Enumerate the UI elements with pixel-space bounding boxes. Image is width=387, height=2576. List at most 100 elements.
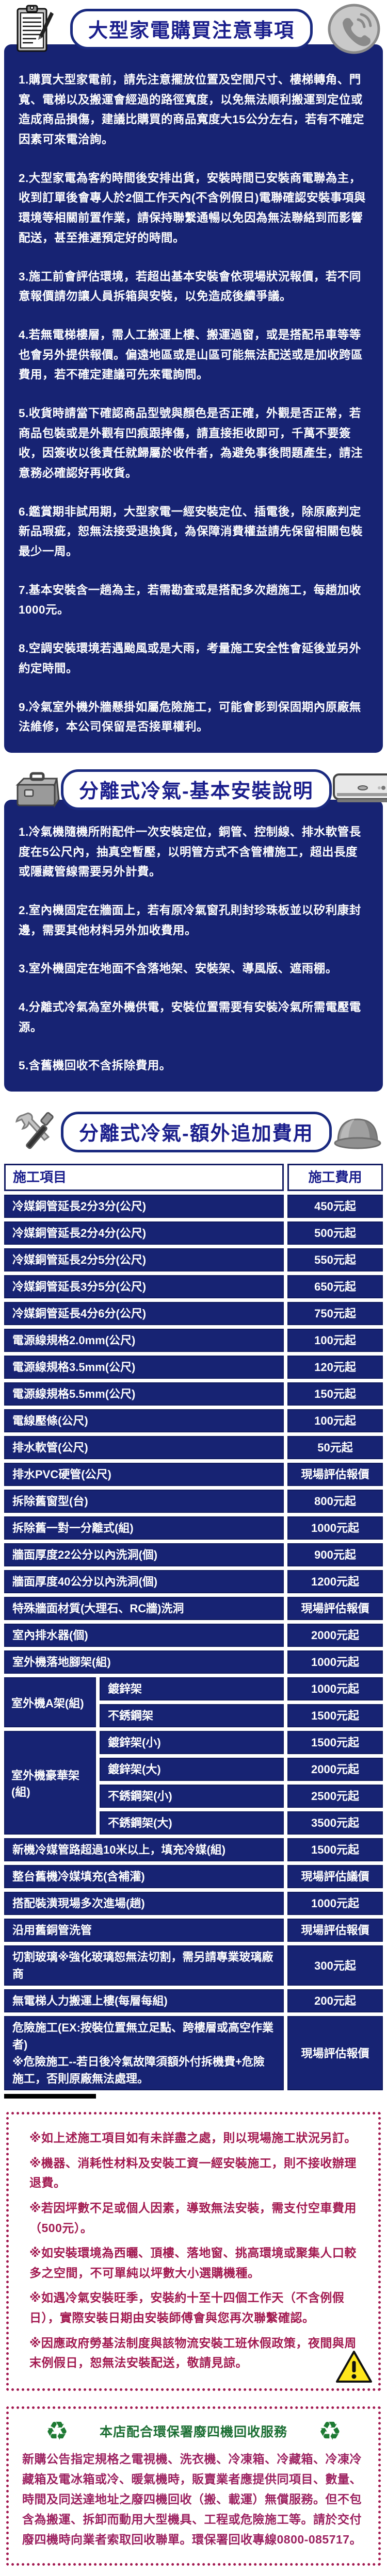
list-item: 5.含舊機回收不含拆除費用。 (19, 1059, 171, 1072)
fee-table-header: 施工項目 施工費用 (4, 1164, 383, 1192)
fee-value-cell: 750元起 (287, 1302, 383, 1326)
fee-value-cell: 現場評估報價 (287, 1597, 383, 1621)
fee-value-cell: 1000元起 (287, 1650, 383, 1674)
fee-item-cell: 電線壓條(公尺) (4, 1409, 284, 1433)
fee-item-cell: 電源線規格2.0mm(公尺) (4, 1329, 284, 1352)
recycle-icon: ♻ (45, 2416, 69, 2446)
fee-item-cell: 室內排水器(個) (4, 1624, 284, 1647)
section2-title-pill: 分離式冷氣-基本安裝說明 (61, 769, 332, 810)
fee-subrow: 鍍鋅架 1000元起 (100, 1677, 383, 1701)
section3-title-pill: 分離式冷氣-額外追加費用 (61, 1111, 332, 1152)
fee-subrow: 不銹鋼架(大) 3500元起 (100, 1811, 383, 1835)
fee-row: 危險施工(EX:按裝位置無立足點、跨樓層或高空作業者) ※危險施工--若日後冷氣… (4, 2016, 383, 2091)
list-item: 8.空調安裝環境若遇颱風或是大雨，考量施工安全性會延後並另外約定時間。 (19, 642, 361, 675)
fee-group-subrows: 鍍鋅架 1000元起 不銹鋼架 1500元起 (100, 1677, 383, 1728)
fee-value-cell: 1500元起 (287, 1838, 383, 1862)
fee-row-group: 室外機豪華架(組) 鍍鋅架(小) 1500元起 鍍鋅架(大) 2000元起 不銹鋼架(小)… (4, 1731, 383, 1835)
fee-item-cell: 冷媒銅管延長3分5分(公尺) (4, 1275, 284, 1299)
fee-value-cell: 100元起 (287, 1409, 383, 1433)
fee-value-cell: 300元起 (287, 1945, 383, 1986)
fee-value-cell: 50元起 (287, 1436, 383, 1460)
fee-row: 電源線規格3.5mm(公尺) 120元起 (4, 1356, 383, 1379)
fee-item-cell: 鍍鋅架 (100, 1677, 284, 1701)
fee-value-cell: 現場評估報價 (287, 1463, 383, 1487)
fee-value-cell: 1000元起 (287, 1892, 383, 1916)
section2-title: 分離式冷氣-基本安裝說明 (79, 780, 314, 802)
list-item: 1.購買大型家電前，請先注意擺放位置及空間尺寸、樓梯轉角、門寬、電梯以及搬運會經… (19, 73, 365, 146)
fee-row: 切割玻璃※強化玻璃恕無法切割，需另請專業玻璃廠商 300元起 (4, 1945, 383, 1986)
fee-value-cell: 120元起 (287, 1356, 383, 1379)
fee-value-cell: 現場評估報價 (287, 1919, 383, 1942)
list-item: 4.分離式冷氣為室外機供電，安裝位置需要有安裝冷氣所需電壓電源。 (19, 1001, 361, 1034)
fee-item-cell: 不銹鋼架(大) (100, 1811, 284, 1835)
list-item: 2.室內機固定在牆面上，若有原冷氣窗孔則封珍珠板並以矽利康封邊，需要其他材料另外… (19, 903, 361, 937)
fee-row: 冷媒銅管延長4分6分(公尺) 750元起 (4, 1302, 383, 1326)
fee-item-cell: 電源線規格3.5mm(公尺) (4, 1356, 284, 1379)
list-item: 1.冷氣機隨機所附配件一次安裝定位，銅管、控制線、排水軟管長度在5公尺內，抽真空… (19, 825, 361, 879)
list-item: 4.若無電梯樓層，需人工搬運上樓、搬運過窗，或是搭配吊車等等也會另外提供報價。偏… (19, 328, 363, 382)
fee-row: 拆除舊一對一分離式(組) 1000元起 (4, 1516, 383, 1540)
fee-row: 新機冷媒管路超過10米以上，填充冷媒(組) 1500元起 (4, 1838, 383, 1862)
fee-group-label: 室外機豪華架(組) (4, 1731, 96, 1835)
fee-row: 整台舊機冷媒填充(含補灌) 現場評估議價 (4, 1865, 383, 1889)
fee-value-cell: 2000元起 (287, 1758, 383, 1781)
notes-items: ※如上述施工項目如有未詳盡之處，則以現場施工狀況另訂。 ※機器、消耗性材料及安裝工… (29, 2128, 361, 2373)
list-item: 3.施工前會評估環境，若超出基本安裝會依現場狀況報價，若不同意報價請勿讓人員拆箱… (19, 270, 361, 303)
fee-row: 搭配裝潢現場多次進場(趟) 1000元起 (4, 1892, 383, 1916)
fee-value-cell: 650元起 (287, 1275, 383, 1299)
fee-value-cell: 550元起 (287, 1248, 383, 1272)
fee-value-cell: 900元起 (287, 1543, 383, 1567)
toolbox-icon (13, 769, 61, 810)
fee-group-subrows: 鍍鋅架(小) 1500元起 鍍鋅架(大) 2000元起 不銹鋼架(小) 2500元起 不銹鋼… (100, 1731, 383, 1835)
list-item: ※若因坪數不足或個人因素，導致無法安裝，需支付空車費用（500元）。 (29, 2201, 357, 2235)
fee-row: 冷媒銅管延長2分4分(公尺) 500元起 (4, 1221, 383, 1245)
fee-value-cell: 100元起 (287, 1329, 383, 1352)
fee-row: 電源線規格2.0mm(公尺) 100元起 (4, 1329, 383, 1352)
section1-title-pill: 大型家電購買注意事項 (70, 8, 313, 49)
fee-table-col-fee: 施工費用 (287, 1164, 383, 1192)
recycle-icon: ♻ (318, 2416, 342, 2446)
fee-value-cell: 2000元起 (287, 1624, 383, 1647)
fee-table: 施工項目 施工費用 冷媒銅管延長2分3分(公尺) 450元起 冷媒銅管延長2分4分(… (4, 1164, 383, 2091)
fee-item-cell: 拆除舊窗型(台) (4, 1490, 284, 1513)
section1-body: 1.購買大型家電前，請先注意擺放位置及空間尺寸、樓梯轉角、門寬、電梯以及搬運會經… (4, 44, 383, 753)
fee-item-cell: 室外機落地腳架(組) (4, 1650, 284, 1674)
safety-helmet-icon (332, 1110, 383, 1153)
fee-item-cell: 拆除舊一對一分離式(組) (4, 1516, 284, 1540)
fee-subrow: 不銹鋼架(小) 2500元起 (100, 1785, 383, 1808)
list-item: 5.收貨時請當下確認商品型號與顏色是否正確，外觀是否正常，若商品包裝或是外觀有凹… (19, 406, 363, 480)
fee-item-cell: 整台舊機冷媒填充(含補灌) (4, 1865, 284, 1889)
fee-row: 牆面厚度22公分以內洗洞(個) 900元起 (4, 1543, 383, 1567)
fee-item-cell: 牆面厚度40公分以內洗洞(個) (4, 1570, 284, 1594)
fee-row: 冷媒銅管延長3分5分(公尺) 650元起 (4, 1275, 383, 1299)
air-conditioner-icon (332, 770, 387, 808)
section3-title: 分離式冷氣-額外追加費用 (79, 1122, 314, 1145)
fee-value-cell: 現場評估報價 (287, 2016, 383, 2091)
list-item: ※如安裝環境為西曬、頂樓、落地窗、挑高環境或聚集人口較多之空間，不可單純以坪數大… (29, 2246, 357, 2280)
fee-value-cell: 450元起 (287, 1195, 383, 1218)
list-item: 9.冷氣室外機外牆懸掛如屬危險施工，可能會影到保固期內原廠無法維修，本公司保留是… (19, 700, 361, 734)
warning-triangle-icon (335, 2350, 373, 2386)
fee-item-cell: 無電梯人力搬運上樓(每層每組) (4, 1989, 284, 2013)
fee-row-group: 室外機A架(組) 鍍鋅架 1000元起 不銹鋼架 1500元起 (4, 1677, 383, 1728)
fee-row: 特殊牆面材質(大理石、RC牆)洗洞 現場評估報價 (4, 1597, 383, 1621)
fee-value-cell: 200元起 (287, 1989, 383, 2013)
fee-value-cell: 現場評估議價 (287, 1865, 383, 1889)
fee-group-label: 室外機A架(組) (4, 1677, 96, 1728)
fee-subrow: 不銹鋼架 1500元起 (100, 1704, 383, 1728)
list-item: ※因應政府勞基法制度與該物流安裝工班休假政策，夜間與周末例假日，恕無法安裝配送，… (29, 2336, 357, 2370)
fee-item-cell: 牆面厚度22公分以內洗洞(個) (4, 1543, 284, 1567)
fee-row: 電線壓條(公尺) 100元起 (4, 1409, 383, 1433)
fee-subrow: 鍍鋅架(大) 2000元起 (100, 1758, 383, 1781)
phone-icon (327, 3, 381, 55)
list-item: 2.大型家電為客約時間後安排出貨，安裝時間已安裝商電聯為主，收到訂單後會專人於2… (19, 171, 366, 244)
fee-value-cell: 3500元起 (287, 1811, 383, 1835)
fee-item-cell: 排水PVC硬管(公尺) (4, 1463, 284, 1487)
fee-value-cell: 500元起 (287, 1221, 383, 1245)
fee-value-cell: 150元起 (287, 1382, 383, 1406)
footer-title: 本店配合環保署廢四機回收服務 (99, 2424, 287, 2439)
fee-item-cell: 沿用舊銅管洗管 (4, 1919, 284, 1942)
footer-title-row: ♻ 本店配合環保署廢四機回收服務 ♻ (22, 2418, 365, 2444)
fee-row: 排水PVC硬管(公尺) 現場評估報價 (4, 1463, 383, 1487)
